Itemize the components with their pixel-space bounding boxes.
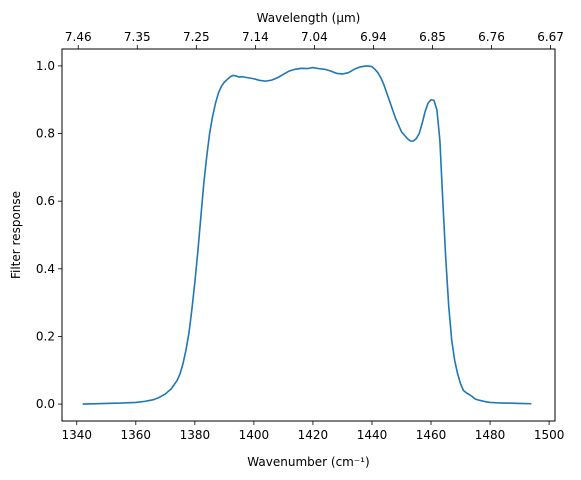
x-tick-label: 1500 [534, 428, 565, 442]
x-tick-label: 1480 [475, 428, 506, 442]
y-tick-label: 0.4 [36, 262, 55, 276]
x-tick-label: 1360 [121, 428, 152, 442]
plot-frame [61, 48, 556, 422]
plot-background [62, 49, 555, 421]
x-tick-label: 1340 [61, 428, 92, 442]
y-axis-label: Filter response [9, 191, 23, 279]
left-axis-ticks: 0.0 0.2 0.4 0.6 0.8 1.0 [36, 59, 62, 411]
top-axis-label: Wavelength (μm) [257, 11, 361, 25]
y-tick-label: 0.6 [36, 194, 55, 208]
top-tick-label: 7.35 [124, 30, 151, 44]
x-tick-label: 1460 [416, 428, 447, 442]
top-tick-label: 6.85 [419, 30, 446, 44]
series-layer [82, 65, 532, 405]
bottom-axis-ticks: 1340 1360 1380 1400 1420 1440 1460 1480 1500 [61, 421, 564, 442]
top-tick-label: 7.04 [301, 30, 328, 44]
x-tick-label: 1400 [239, 428, 270, 442]
series-line-0 [82, 65, 532, 405]
top-tick-label: 7.46 [65, 30, 92, 44]
top-tick-label: 6.67 [537, 30, 564, 44]
top-tick-label: 6.94 [360, 30, 387, 44]
top-tick-label: 7.25 [183, 30, 210, 44]
top-tick-label: 7.14 [242, 30, 269, 44]
x-tick-label: 1440 [357, 428, 388, 442]
y-tick-label: 1.0 [36, 59, 55, 73]
x-tick-label: 1420 [298, 428, 329, 442]
y-tick-label: 0.0 [36, 397, 55, 411]
y-tick-label: 0.2 [36, 329, 55, 343]
x-axis-label: Wavenumber (cm⁻¹) [247, 455, 369, 469]
y-tick-label: 0.8 [36, 127, 55, 141]
x-tick-label: 1380 [180, 428, 211, 442]
top-axis-ticks: 7.46 7.35 7.25 7.14 7.04 6.94 6.85 6.76 6.67 [65, 30, 564, 49]
top-tick-label: 6.76 [478, 30, 505, 44]
